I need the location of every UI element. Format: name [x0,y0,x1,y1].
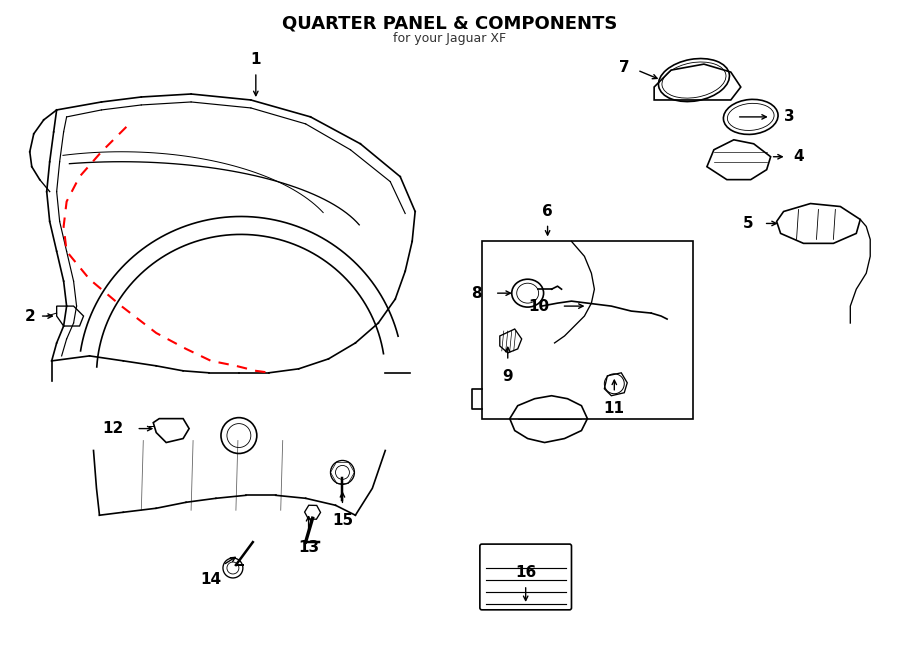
Text: 10: 10 [528,299,550,313]
Text: 3: 3 [784,110,794,124]
Text: 9: 9 [502,369,513,384]
Text: 8: 8 [472,286,482,301]
Text: 2: 2 [24,309,35,324]
Text: for your Jaguar XF: for your Jaguar XF [393,32,507,45]
Text: 6: 6 [542,204,553,219]
Text: 4: 4 [794,149,805,164]
Text: 13: 13 [298,540,320,555]
Text: 11: 11 [604,401,625,416]
Text: QUARTER PANEL & COMPONENTS: QUARTER PANEL & COMPONENTS [283,15,617,32]
Text: 16: 16 [515,565,536,580]
Text: 14: 14 [201,572,221,587]
Text: 15: 15 [332,513,353,528]
Text: 1: 1 [250,52,261,67]
Text: 5: 5 [743,216,753,231]
Text: 7: 7 [619,59,630,75]
Bar [482,241,693,418]
Text: 12: 12 [102,421,123,436]
